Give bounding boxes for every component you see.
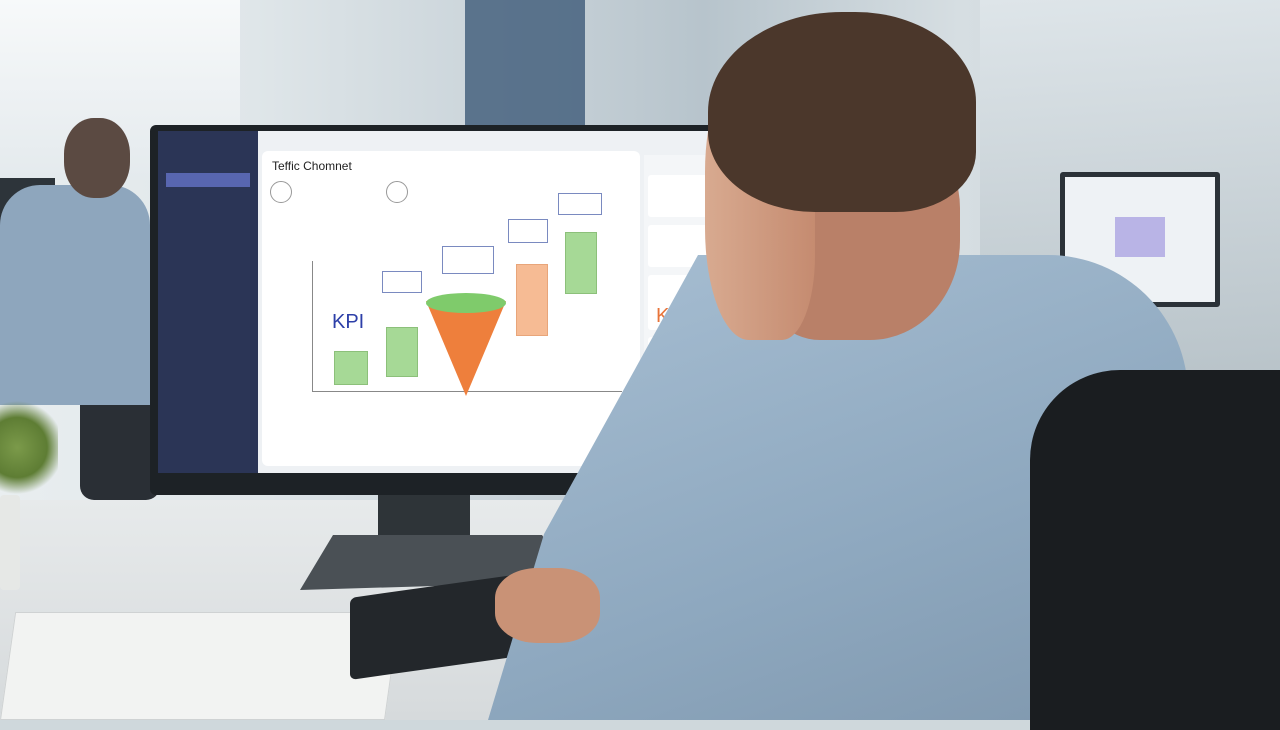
sidebar-item[interactable] — [166, 268, 250, 282]
bar — [565, 232, 597, 294]
chart-title: Teffic Chomnet — [272, 159, 352, 173]
bar — [334, 351, 368, 385]
funnel-top — [426, 293, 506, 313]
sidebar-item[interactable] — [166, 230, 250, 244]
notebook — [0, 612, 401, 720]
plant-pot — [0, 495, 20, 590]
annotation-box — [508, 219, 548, 243]
plant — [0, 395, 58, 500]
monitor-screen: Teffic Chomnet KPI KPI — [158, 131, 730, 473]
funnel-cone — [426, 301, 506, 396]
sidebar-item[interactable] — [166, 304, 250, 318]
bar — [386, 327, 418, 377]
sidebar-item[interactable] — [166, 286, 250, 300]
bar — [516, 264, 548, 336]
sidebar-item[interactable] — [166, 173, 250, 187]
person-hair — [708, 12, 976, 212]
chart-card: Teffic Chomnet KPI — [262, 151, 640, 466]
metric-icon — [386, 181, 408, 203]
background-person-head — [64, 118, 130, 198]
office-chair — [1030, 370, 1280, 730]
annotation-box — [558, 193, 602, 215]
annotation-box — [442, 246, 494, 274]
background-person-body — [0, 185, 150, 405]
person-hand — [495, 568, 600, 643]
sidebar-item[interactable] — [166, 211, 250, 225]
sidebar-item[interactable] — [166, 193, 250, 207]
metric-icon — [270, 181, 292, 203]
sidebar — [158, 131, 258, 473]
blue-wall — [465, 0, 585, 140]
y-axis — [312, 261, 313, 391]
sidebar-item[interactable] — [166, 249, 250, 263]
annotation-box — [382, 271, 422, 293]
kpi-label: KPI — [332, 311, 365, 333]
